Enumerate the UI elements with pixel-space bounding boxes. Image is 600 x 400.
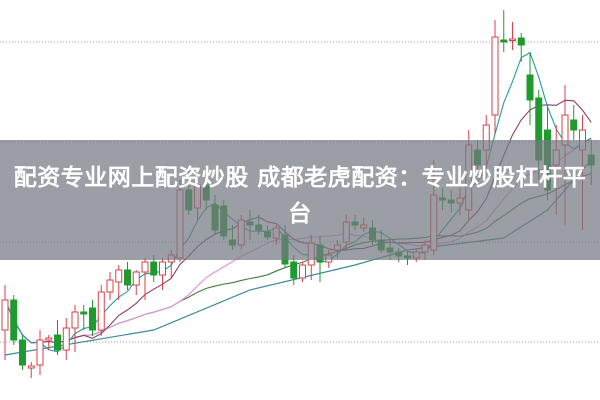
candle — [526, 52, 534, 125]
candle — [19, 335, 26, 370]
candle — [159, 258, 166, 290]
candle-body — [132, 271, 140, 286]
candle — [115, 265, 123, 300]
candle-body — [97, 291, 105, 331]
banner-title: 配资专业网上配资炒股 成都老虎配资：专业炒股杠杆平台 — [13, 165, 587, 227]
candle — [570, 105, 578, 140]
candle-body — [27, 365, 35, 369]
candle-body — [500, 39, 508, 43]
candle — [141, 258, 149, 300]
candle — [71, 305, 79, 352]
candle-body — [509, 38, 516, 41]
candle — [290, 255, 298, 285]
candle — [54, 320, 61, 355]
candle-body — [71, 311, 79, 329]
candle-body — [124, 269, 131, 286]
candle-body — [491, 36, 499, 116]
candle-body — [45, 337, 53, 341]
candle — [491, 20, 499, 135]
candle — [517, 33, 525, 62]
candle-body — [10, 299, 18, 341]
candle — [1, 285, 9, 360]
candle — [27, 362, 35, 378]
candle-body — [159, 261, 166, 276]
candle-body — [106, 279, 114, 293]
candle — [45, 335, 53, 350]
candle-body — [80, 311, 88, 315]
candle-body — [115, 269, 123, 283]
candle-body — [1, 299, 9, 331]
candle — [97, 285, 105, 336]
candle-body — [299, 264, 306, 279]
candle — [132, 270, 140, 295]
candle — [36, 330, 44, 375]
candle — [62, 318, 70, 360]
candle-body — [517, 37, 525, 46]
candle-body — [150, 261, 158, 276]
candle — [89, 300, 96, 336]
candle — [80, 305, 88, 330]
candle-body — [526, 74, 534, 101]
candle-body — [570, 119, 578, 131]
candle — [500, 10, 508, 52]
candle — [124, 262, 131, 290]
candle — [509, 22, 516, 50]
candle-body — [89, 307, 96, 331]
candle-body — [141, 261, 149, 273]
overlay-banner: 配资专业网上配资炒股 成都老虎配资：专业炒股杠杆平台 — [0, 140, 600, 260]
candle-body — [290, 261, 298, 279]
candle-body — [19, 339, 26, 366]
candle-body — [54, 334, 61, 351]
candle — [10, 295, 18, 345]
candle — [299, 262, 306, 282]
candle-body — [36, 339, 44, 366]
candle-body — [62, 327, 70, 351]
candle — [106, 272, 114, 300]
